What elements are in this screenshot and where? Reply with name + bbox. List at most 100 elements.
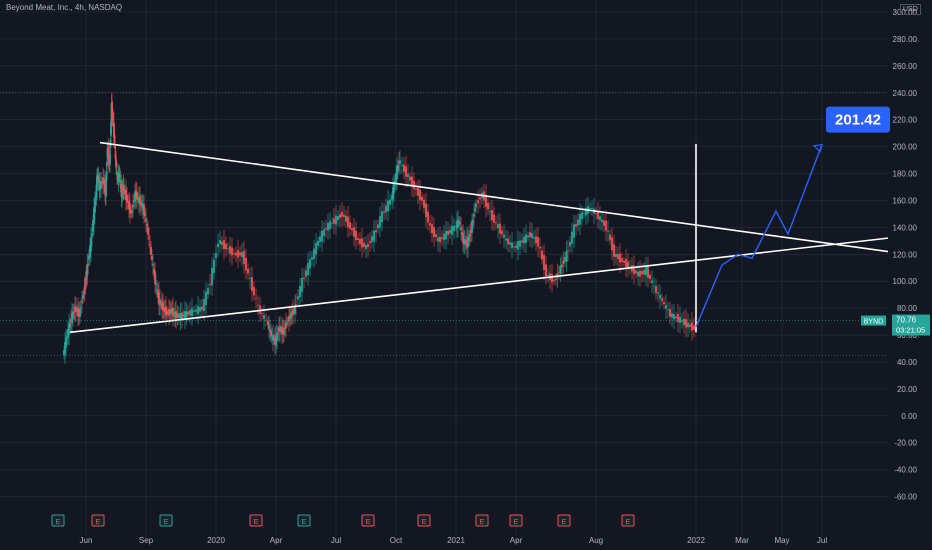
candle-body bbox=[247, 268, 249, 274]
earnings-marker[interactable]: E bbox=[417, 514, 431, 527]
candle-body bbox=[659, 294, 661, 299]
candle-body bbox=[78, 310, 80, 318]
candle-body bbox=[343, 214, 345, 217]
candle-body bbox=[85, 278, 87, 281]
earnings-marker[interactable]: E bbox=[361, 514, 375, 527]
candle-body bbox=[643, 269, 645, 275]
candle-body bbox=[415, 188, 417, 190]
candle-body bbox=[209, 284, 211, 285]
candle-body bbox=[345, 215, 347, 222]
candle-body bbox=[399, 160, 401, 164]
candle-body bbox=[116, 175, 119, 180]
candle-body bbox=[290, 313, 292, 319]
earnings-marker[interactable]: E bbox=[91, 514, 105, 527]
price-series bbox=[63, 92, 695, 364]
candle-body bbox=[443, 233, 445, 241]
candle-body bbox=[479, 197, 481, 200]
candle-body bbox=[347, 216, 349, 228]
earnings-marker[interactable]: E bbox=[249, 514, 263, 527]
candle-body bbox=[269, 329, 271, 332]
x-tick-label: 2020 bbox=[207, 536, 225, 545]
candle-body bbox=[323, 229, 325, 236]
candle-body bbox=[564, 257, 566, 262]
candle-body bbox=[687, 322, 689, 328]
earnings-marker[interactable]: E bbox=[51, 514, 65, 527]
projection-arrowhead[interactable] bbox=[812, 143, 823, 153]
earnings-marker[interactable]: E bbox=[557, 514, 571, 527]
candle-body bbox=[464, 239, 466, 245]
candle-body bbox=[217, 243, 219, 248]
projection-label[interactable]: 201.42 bbox=[826, 106, 890, 133]
candle-body bbox=[537, 237, 539, 247]
candle-body bbox=[609, 234, 611, 241]
candle-body bbox=[615, 253, 617, 257]
candle-body bbox=[294, 305, 296, 314]
candle-body bbox=[361, 238, 363, 248]
candle-body bbox=[519, 240, 521, 247]
candle-body bbox=[126, 194, 128, 203]
candle-body bbox=[139, 196, 141, 206]
candle-body bbox=[437, 237, 439, 242]
earnings-marker[interactable]: E bbox=[509, 514, 523, 527]
candle-body bbox=[393, 183, 395, 194]
candle-body bbox=[469, 233, 471, 237]
y-tick-label: 160.00 bbox=[893, 196, 918, 205]
x-tick-label: Sep bbox=[139, 536, 154, 545]
candle-body bbox=[163, 307, 165, 311]
candle-body bbox=[667, 309, 669, 311]
candle-body bbox=[73, 311, 75, 313]
candle-body bbox=[551, 274, 553, 283]
projection-path[interactable] bbox=[695, 144, 823, 328]
candle-body bbox=[603, 220, 605, 226]
candle-body bbox=[68, 323, 70, 335]
candle-body bbox=[425, 203, 427, 218]
candle-body bbox=[136, 191, 138, 200]
candle-body bbox=[184, 311, 186, 319]
candle-body bbox=[281, 326, 283, 335]
candle-body bbox=[501, 230, 503, 235]
candle-body bbox=[351, 228, 353, 231]
candle-body bbox=[225, 243, 227, 250]
candle-body bbox=[169, 309, 171, 314]
earnings-marker-label: E bbox=[301, 517, 306, 526]
candle-body bbox=[651, 280, 653, 283]
candle-body bbox=[115, 157, 117, 167]
candle-body bbox=[233, 253, 235, 254]
candle-body bbox=[268, 325, 270, 329]
earnings-marker[interactable]: E bbox=[297, 514, 311, 527]
candle-body bbox=[176, 312, 179, 318]
candle-body bbox=[195, 309, 197, 312]
candle-body bbox=[303, 277, 305, 279]
candle-body bbox=[545, 264, 547, 277]
earnings-marker[interactable]: E bbox=[475, 514, 489, 527]
earnings-marker[interactable]: E bbox=[159, 514, 173, 527]
candle-body bbox=[102, 177, 104, 184]
candle-body bbox=[140, 200, 142, 205]
candle-body bbox=[499, 223, 501, 234]
candle-body bbox=[474, 208, 476, 212]
candle-body bbox=[274, 336, 276, 345]
earnings-marker[interactable]: E bbox=[621, 514, 635, 527]
candle-body bbox=[333, 218, 335, 224]
candle-body bbox=[137, 197, 139, 199]
lower-trendline[interactable] bbox=[69, 237, 889, 334]
candle-body bbox=[94, 198, 96, 213]
candle-body bbox=[79, 308, 81, 317]
candle-body bbox=[297, 296, 299, 300]
candle-body bbox=[185, 311, 188, 317]
candle-body bbox=[86, 264, 89, 275]
candle-body bbox=[193, 310, 195, 312]
earnings-marker-box bbox=[509, 514, 523, 527]
candle-body bbox=[635, 270, 637, 274]
candle-body bbox=[507, 238, 509, 245]
upper-trendline[interactable] bbox=[99, 141, 889, 253]
candle-body bbox=[473, 214, 475, 217]
candle-body bbox=[171, 308, 173, 314]
candle-body bbox=[533, 237, 535, 239]
chart-grid bbox=[0, 0, 888, 536]
currency-badge[interactable]: USD bbox=[900, 4, 921, 15]
drawing-tools[interactable]: 201.42 bbox=[69, 106, 890, 334]
chart-axes[interactable]: 300.00 280.00 260.00 240.00 220.00 200.00 180.… bbox=[80, 8, 918, 545]
